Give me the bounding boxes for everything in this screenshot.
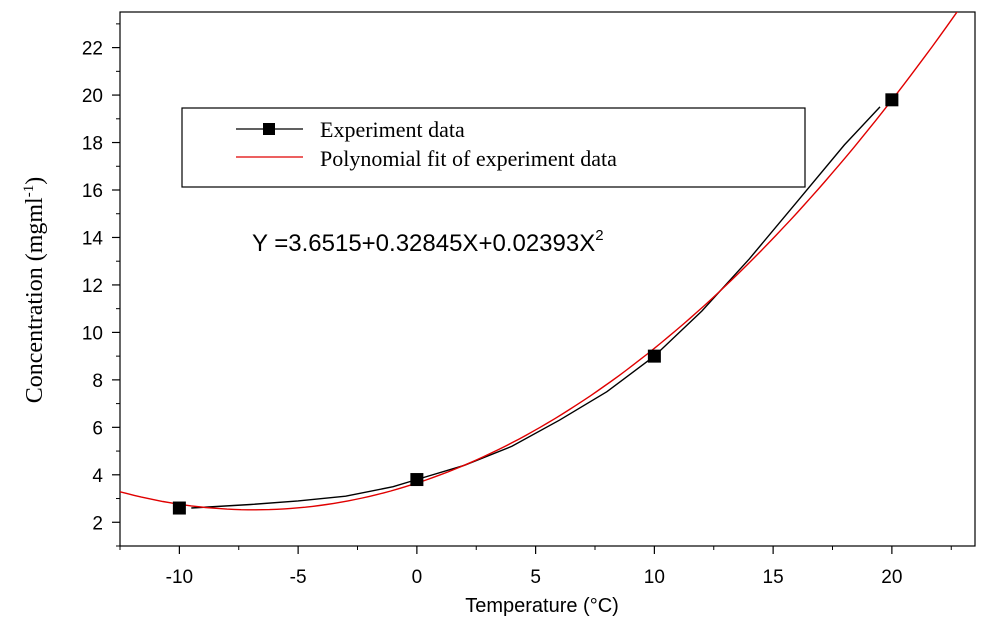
legend-box <box>181 107 806 188</box>
y-tick-label: 2 <box>92 513 103 534</box>
legend-label-fit: Polynomial fit of experiment data <box>320 146 617 171</box>
y-axis-title: Concentration (mgml-1) <box>21 177 48 403</box>
experiment-point <box>885 93 899 107</box>
ticks <box>112 23 952 554</box>
x-tick-label: -5 <box>290 567 307 588</box>
y-tick-label: 20 <box>82 86 103 107</box>
x-tick-label: -10 <box>166 567 193 588</box>
x-tick-label: 15 <box>763 567 784 588</box>
experiment-point <box>172 501 186 515</box>
x-tick-label: 5 <box>530 567 541 588</box>
y-tick-label: 16 <box>82 181 103 202</box>
legend-marker-experiment <box>263 123 275 135</box>
y-axis-title-end: ) <box>22 177 48 185</box>
x-tick-label: 20 <box>881 567 902 588</box>
fit-equation-sup: 2 <box>595 227 603 244</box>
y-axis-title-sup: -1 <box>21 185 37 198</box>
experiment-curve <box>191 106 881 509</box>
y-axis-title-main: Concentration (mgml <box>22 197 48 403</box>
legend: Experiment data Polynomial fit of experi… <box>181 107 806 188</box>
polynomial-fit-curve <box>120 12 958 511</box>
y-tick-label: 18 <box>82 134 103 155</box>
fit-equation-main: Y =3.6515+0.32845X+0.02393X <box>252 230 595 257</box>
axes <box>119 11 976 547</box>
y-tick-label: 8 <box>92 371 103 392</box>
experiment-point <box>647 349 661 363</box>
x-tick-label: 10 <box>644 567 665 588</box>
x-axis-title: Temperature (°C) <box>465 595 619 617</box>
plot-series <box>120 12 958 515</box>
y-tick-label: 22 <box>82 39 103 60</box>
y-tick-label: 14 <box>82 228 104 249</box>
y-tick-label: 12 <box>82 276 103 297</box>
fit-equation: Y =3.6515+0.32845X+0.02393X2 <box>252 227 604 257</box>
y-tick-label: 6 <box>92 418 103 439</box>
plot-frame <box>119 11 976 547</box>
y-tick-label: 10 <box>82 323 103 344</box>
legend-label-experiment: Experiment data <box>320 117 465 142</box>
y-tick-label: 4 <box>92 466 103 487</box>
tick-labels: -10 -5 0 5 10 15 20 2 4 6 8 10 12 14 16 18 20 22 <box>82 39 903 588</box>
experiment-point <box>410 473 424 487</box>
x-tick-label: 0 <box>412 567 423 588</box>
